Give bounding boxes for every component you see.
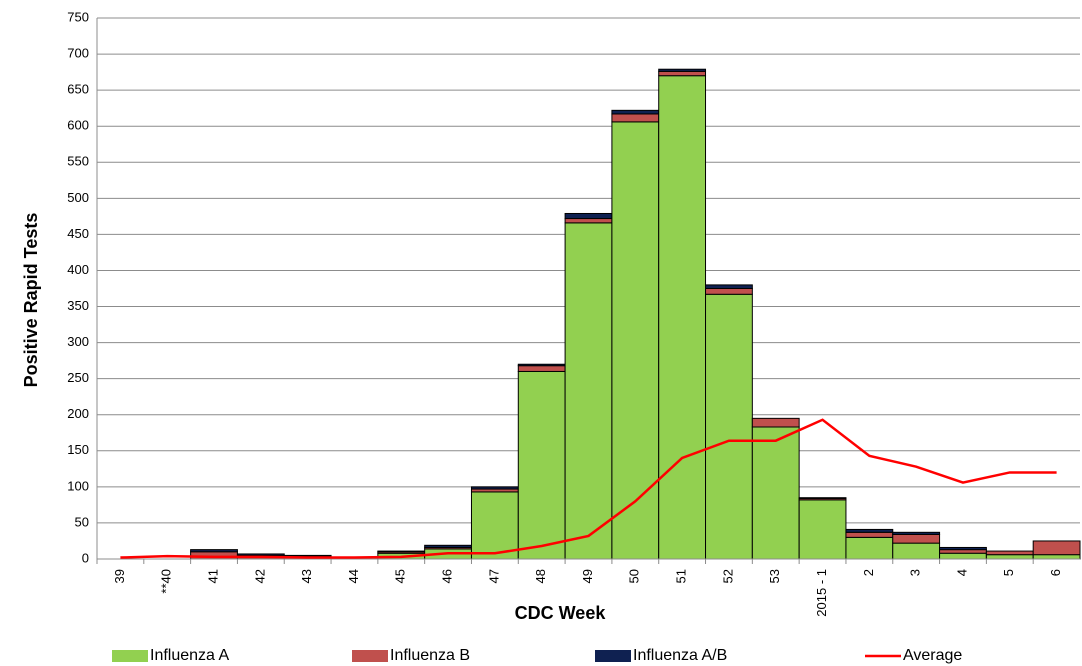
x-tick-label: 52 [720,569,735,583]
x-tick-label: 48 [533,569,548,583]
x-tick-label: 41 [205,569,220,583]
legend-label: Average [903,647,962,664]
bar-segment [798,499,847,560]
y-tick-label: 650 [67,82,89,97]
legend-swatch [352,650,388,662]
x-tick-label: 6 [1048,569,1063,576]
x-tick-label: 46 [440,569,455,583]
bar-segment [190,549,238,553]
bar-segment [611,109,660,115]
y-tick-label: 100 [67,478,89,493]
x-tick-label: 50 [627,569,642,583]
x-tick-label: 39 [112,569,127,583]
x-tick-label: 47 [486,569,501,583]
bar-segment [845,536,894,560]
bar-segment [283,554,332,557]
y-tick-label: 400 [67,262,89,277]
bar-segment [1032,554,1081,560]
bar-segment [751,426,800,560]
x-tick-label: **40 [159,569,174,594]
x-tick-label: 45 [393,569,408,583]
bar-segment [611,121,660,560]
legend-swatch [595,650,631,662]
bar-segment [845,531,894,538]
bar-segment [236,553,285,556]
x-tick-label: 4 [954,569,969,576]
y-tick-label: 500 [67,190,89,205]
y-axis-title: Positive Rapid Tests [21,213,41,388]
legend-label: Influenza A/B [633,647,727,664]
bar-segment [658,68,707,72]
bar-segment [705,288,753,295]
x-tick-label: 5 [1001,569,1016,576]
bar-segment [892,542,941,560]
bar-segment [705,293,753,560]
x-tick-label: 49 [580,569,595,583]
x-tick-label: 2 [861,569,876,576]
bar-segment [705,284,753,290]
legend-label: Influenza B [390,647,470,664]
bar-segment [564,222,613,560]
bar-segment [892,533,941,544]
x-tick-label: 53 [767,569,782,583]
bar-segment [985,554,1034,560]
bar-segment [658,70,707,77]
bar-segment [517,365,566,372]
x-tick-label: 3 [908,569,923,576]
y-tick-label: 700 [67,46,89,61]
x-tick-label: 42 [252,569,267,583]
bar-segment [1032,540,1081,556]
bar-segment [939,552,987,560]
bar-segment [564,212,613,220]
bar-segment [845,528,894,533]
bar-segment [470,486,519,490]
legend-label: Influenza A [150,647,230,664]
x-axis-title: CDC Week [515,603,607,623]
legend-swatch [112,650,148,662]
bar-segment [658,75,707,560]
bar-segment [377,550,426,553]
bar-segment [751,417,800,428]
y-tick-label: 750 [67,9,89,24]
bar-segment [564,218,613,224]
bar-segment [939,549,987,554]
bar-segment [517,370,566,560]
y-tick-label: 250 [67,370,89,385]
bar-segment [424,544,472,548]
bar-segment [611,113,660,123]
y-tick-label: 50 [75,514,89,529]
x-tick-label: 51 [674,569,689,583]
bar-segment [470,491,519,560]
line-series [120,418,1057,559]
y-tick-label: 550 [67,154,89,169]
y-tick-label: 0 [82,550,89,565]
x-tick-label: 43 [299,569,314,583]
y-tick-label: 300 [67,334,89,349]
bar-segment [798,497,847,499]
bar-segment [517,363,566,367]
x-tick-label: 2015 - 1 [814,569,829,617]
y-tick-label: 450 [67,226,89,241]
y-tick-label: 600 [67,118,89,133]
y-tick-label: 200 [67,406,89,421]
bar-segment [892,531,941,535]
bar-segment [985,550,1034,556]
y-tick-label: 150 [67,442,89,457]
bar-segment [939,546,987,551]
y-tick-label: 350 [67,298,89,313]
x-tick-label: 44 [346,569,361,583]
